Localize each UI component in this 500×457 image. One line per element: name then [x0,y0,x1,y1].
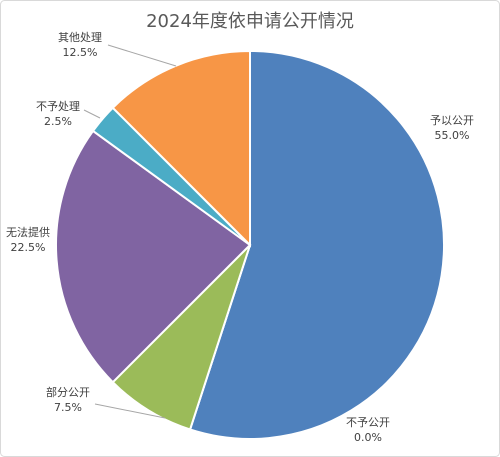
slice-label: 不予处理 [36,100,80,113]
slice-value-label: 12.5% [63,46,98,59]
pie-slice [55,129,252,384]
slice-value-label: 7.5% [54,401,82,414]
leader-line [107,44,177,67]
chart-title: 2024年度依申请公开情况 [146,11,354,32]
slice-label: 其他处理 [58,31,102,44]
slice-value-label: 2.5% [44,115,72,128]
leader-line [94,403,166,419]
slice-label: 无法提供 [6,225,50,239]
slice-label: 予以公开 [430,114,474,127]
slice-value-label: 0.0% [354,431,382,444]
slice-value-label: 55.0% [435,129,470,142]
slice-label: 不予公开 [346,416,390,429]
slice-value-label: 22.5% [11,241,46,254]
pie-slice [188,49,445,440]
leader-line [83,109,101,119]
slice-label: 部分公开 [46,385,90,399]
